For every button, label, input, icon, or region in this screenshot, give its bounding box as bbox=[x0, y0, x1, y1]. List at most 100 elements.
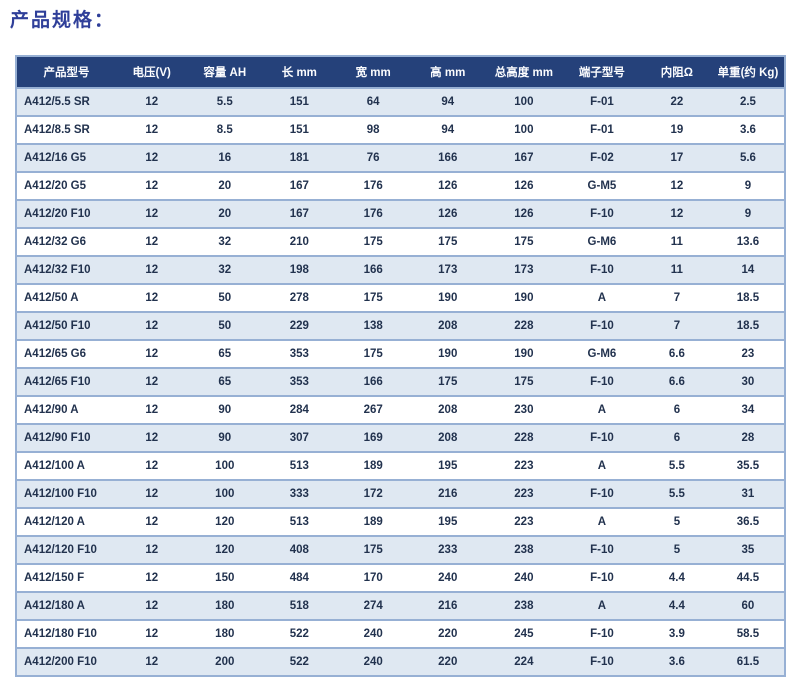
table-row: A412/65 F10 12 65 353 166 175 175 F-10 6.6 30 bbox=[16, 367, 785, 396]
value-cell: 6 bbox=[641, 423, 712, 452]
model-cell: A412/20 F10 bbox=[16, 199, 116, 228]
value-cell: 216 bbox=[409, 479, 486, 508]
value-cell: F-10 bbox=[561, 255, 642, 284]
table-row: A412/16 G5 12 16 181 76 166 167 F-02 17 5.6 bbox=[16, 143, 785, 172]
value-cell: F-10 bbox=[561, 479, 642, 508]
value-cell: 23 bbox=[711, 339, 785, 368]
value-cell: 7 bbox=[641, 311, 712, 340]
table-row: A412/32 F10 12 32 198 166 173 173 F-10 11 14 bbox=[16, 255, 785, 284]
value-cell: 11 bbox=[641, 255, 712, 284]
value-cell: 223 bbox=[485, 451, 562, 480]
model-cell: A412/200 F10 bbox=[16, 647, 116, 676]
value-cell: 11 bbox=[641, 227, 712, 256]
value-cell: F-10 bbox=[561, 199, 642, 228]
model-cell: A412/120 A bbox=[16, 507, 116, 536]
value-cell: 208 bbox=[409, 395, 486, 424]
value-cell: 126 bbox=[485, 171, 562, 200]
value-cell: 3.9 bbox=[641, 619, 712, 648]
value-cell: 17 bbox=[641, 143, 712, 172]
value-cell: 94 bbox=[441, 96, 455, 108]
value-cell: A bbox=[561, 451, 642, 480]
value-cell: 9 bbox=[711, 171, 785, 200]
value-cell: 90 bbox=[187, 423, 263, 452]
value-cell: 190 bbox=[485, 283, 562, 312]
value-cell: 120 bbox=[187, 535, 263, 564]
value-cell: 522 bbox=[262, 647, 337, 676]
value-cell: 18.5 bbox=[711, 283, 785, 312]
value-cell: 172 bbox=[336, 479, 410, 508]
product-spec-table: 产品型号 电压(V) 容量 AH 长 mm 宽 mm 高 mm 总高度 mm 端子型号 内阻Ω 单… bbox=[15, 55, 786, 677]
value-cell: 5 bbox=[641, 507, 712, 536]
value-cell: 223 bbox=[485, 507, 562, 536]
value-cell: 240 bbox=[409, 563, 486, 592]
value-cell: 210 bbox=[262, 227, 337, 256]
value-cell: 12 bbox=[115, 115, 188, 144]
value-cell: 19 bbox=[641, 115, 712, 144]
model-cell: A412/100 F10 bbox=[16, 479, 116, 508]
value-cell: 12 bbox=[115, 227, 188, 256]
value-cell: 28 bbox=[711, 423, 785, 452]
value-cell: 13.6 bbox=[711, 227, 785, 256]
value-cell: 94 bbox=[409, 115, 486, 144]
value-cell: 220 bbox=[409, 619, 486, 648]
table-row: A412/100 A 12 100 513 189 195 223 A 5.5 35.5 bbox=[16, 451, 785, 480]
value-cell: 208 bbox=[409, 423, 486, 452]
value-cell: 120 bbox=[187, 507, 263, 536]
value-cell: 223 bbox=[485, 479, 562, 508]
value-cell: 44.5 bbox=[711, 563, 785, 592]
value-cell: 224 bbox=[485, 647, 562, 676]
value-cell: 2.5 bbox=[739, 96, 756, 108]
model-cell: A412/90 A bbox=[16, 395, 116, 424]
value-cell: 245 bbox=[485, 619, 562, 648]
value-cell: 180 bbox=[187, 619, 263, 648]
value-cell: F-01 bbox=[561, 115, 642, 144]
value-cell: 50 bbox=[187, 311, 263, 340]
value-cell: 12 bbox=[145, 96, 159, 108]
model-cell: A412/180 F10 bbox=[16, 619, 116, 648]
model-cell: A412/120 F10 bbox=[16, 535, 116, 564]
value-cell: 173 bbox=[409, 255, 486, 284]
value-cell: 50 bbox=[187, 283, 263, 312]
value-cell: 200 bbox=[187, 647, 263, 676]
page-title: 产品规格： bbox=[10, 9, 116, 31]
value-cell: 4.4 bbox=[641, 563, 712, 592]
table-row: A412/150 F 12 150 484 170 240 240 F-10 4.4 44.5 bbox=[16, 563, 785, 592]
value-cell: 100 bbox=[485, 115, 562, 144]
value-cell: A bbox=[561, 507, 642, 536]
table-header-row: 产品型号 电压(V) 容量 AH 长 mm 宽 mm 高 mm 总高度 mm 端子型号 内阻Ω 单… bbox=[16, 56, 785, 89]
value-cell: 6 bbox=[641, 395, 712, 424]
table-row: A412/180 F10 12 180 522 240 220 245 F-10 3.9 58.5 bbox=[16, 619, 785, 648]
table-row: A412/32 G6 12 32 210 175 175 175 G-M6 11 13.6 bbox=[16, 227, 785, 256]
value-cell: 233 bbox=[409, 535, 486, 564]
table-row: A412/50 A 12 50 278 175 190 190 A 7 18.5 bbox=[16, 283, 785, 312]
value-cell: F-10 bbox=[561, 423, 642, 452]
value-cell: 100 bbox=[187, 479, 263, 508]
value-cell: 333 bbox=[262, 479, 337, 508]
model-cell: A412/100 A bbox=[16, 451, 116, 480]
value-cell: 36.5 bbox=[711, 507, 785, 536]
value-cell: 167 bbox=[485, 143, 562, 172]
table-row: A412/100 F10 12 100 333 172 216 223 F-10 5.5 31 bbox=[16, 479, 785, 508]
column-header: 电压(V) bbox=[115, 56, 188, 89]
model-cell: A412/16 G5 bbox=[16, 143, 116, 172]
value-cell: 22 bbox=[670, 96, 684, 108]
model-cell: A412/65 F10 bbox=[16, 367, 116, 396]
value-cell: 34 bbox=[711, 395, 785, 424]
value-cell: 307 bbox=[262, 423, 337, 452]
column-header: 高 mm bbox=[409, 56, 486, 89]
value-cell: 98 bbox=[336, 115, 410, 144]
value-cell: 167 bbox=[262, 199, 337, 228]
value-cell: 12 bbox=[115, 143, 188, 172]
value-cell: 32 bbox=[187, 227, 263, 256]
value-cell: 198 bbox=[262, 255, 337, 284]
value-cell: 208 bbox=[409, 311, 486, 340]
value-cell: 220 bbox=[409, 647, 486, 676]
value-cell: 5.5 bbox=[216, 96, 233, 108]
value-cell: 216 bbox=[409, 591, 486, 620]
column-header: 容量 AH bbox=[187, 56, 263, 89]
value-cell: 176 bbox=[336, 199, 410, 228]
value-cell: 175 bbox=[409, 367, 486, 396]
table-row: A412/120 A 12 120 513 189 195 223 A 5 36.5 bbox=[16, 507, 785, 536]
value-cell: 169 bbox=[336, 423, 410, 452]
model-cell: A412/20 G5 bbox=[16, 171, 116, 200]
